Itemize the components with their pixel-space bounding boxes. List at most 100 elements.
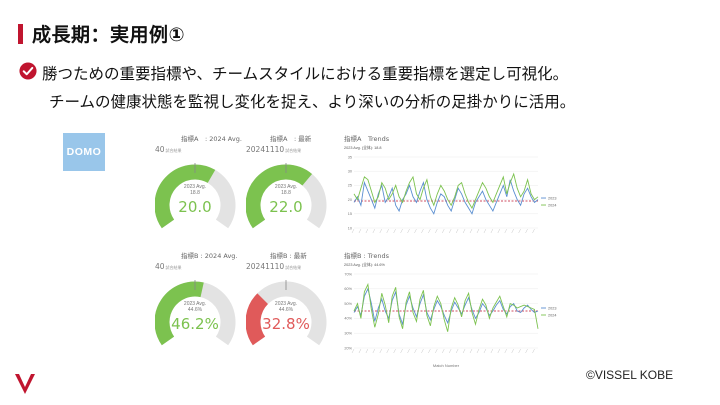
y-tick-label: 30% [344,332,352,336]
x-tick-mark [511,228,514,234]
x-tick-mark [442,348,445,354]
x-tick-mark [421,348,424,354]
x-tick-mark [504,348,507,354]
x-tick-mark [407,348,410,354]
gauge-fill [246,164,313,229]
x-tick-mark [393,348,396,354]
gauge-fill [155,281,204,346]
x-tick-mark [442,228,445,234]
x-tick-mark [469,228,473,234]
gauge-value: 32.8% [262,315,310,333]
x-tick-mark [351,228,355,234]
x-tick-mark [504,228,507,234]
gauge-avg-value: 44.6% [188,307,203,313]
x-tick-mark [449,228,452,234]
y-tick-label: 70% [344,272,352,276]
y-tick-label: 30 [348,170,352,174]
y-tick-label: 20% [344,346,352,350]
gauge-svg: 2023 Avg.18.8 20.0 [155,163,236,229]
gauge-card-a-avg: 指標A : 2024 Avg. 40試合結果 2023 Avg. 18.8 20.0 [155,133,325,243]
y-tick-label: 25 [348,184,352,188]
x-tick-mark [365,348,369,354]
y-tick-label: 35 [348,155,352,159]
chart-avg-note: 2023 Avg. (全体): 44.6% [344,262,385,267]
x-tick-mark [365,228,369,234]
x-tick-mark [414,348,417,354]
x-axis-label: Match Number [433,363,460,368]
x-tick-mark [386,228,389,234]
y-tick-label: 50% [344,302,352,306]
x-tick-mark [497,228,500,234]
y-tick-label: 10 [348,226,352,230]
x-tick-mark [525,348,528,354]
x-tick-mark [449,348,452,354]
x-tick-mark [518,228,521,234]
gauge-title: 指標A : 最新 [270,135,312,143]
legend-label: 2024 [548,203,556,207]
series-line-2024 [353,282,539,332]
gauge-avg-label: 2023 Avg. [184,301,206,307]
gauge-fill [246,293,269,346]
x-tick-mark [351,348,355,354]
y-tick-label: 15 [348,212,352,216]
series-line-2024 [353,172,539,210]
gauge-card-b-avg: 指標B : 2024 Avg. 40試合結果 2023 Avg. 44.6% 46.2% [155,250,325,360]
gauge-fill [155,164,216,229]
gauge-match-count: 20241110試合結果 [246,145,302,154]
gauge-avg-value: 18.8 [281,190,291,196]
x-tick-mark [358,348,362,354]
y-tick-label: 40% [344,317,352,321]
title-accent-bar [18,24,23,44]
x-tick-mark [490,228,494,234]
x-tick-mark [462,348,466,354]
x-tick-mark [435,228,438,234]
chart-title: 指標B : Trends [344,252,389,260]
x-tick-mark [379,228,382,234]
legend-label: 2023 [548,196,556,200]
trend-chart-a: 指標A Trends 2023 Avg. (全体): 18.8 35 30 25 20 15… [340,133,562,243]
series-line-2023 [353,179,539,215]
x-tick-mark [483,348,487,354]
x-tick-mark [400,348,403,354]
y-tick-label: 60% [344,287,352,291]
gauge-avg-label: 2023 Avg. [184,184,206,190]
x-tick-mark [518,348,521,354]
x-tick-mark [525,228,528,234]
x-tick-mark [476,348,480,354]
x-tick-mark [421,228,424,234]
gauge-match-count: 40試合結果 [155,262,182,271]
trend-chart-b: 指標B : Trends 2023 Avg. (全体): 44.6% 70% 60% 5… [340,250,562,370]
y-tick-label: 20 [348,198,352,202]
gauge-card-a-latest: 指標A : 最新 20241110試合結果 2023 Avg. 18.8 22.0 [246,133,416,243]
gauge-value: 22.0 [269,198,302,216]
gauge-value: 20.0 [178,198,211,216]
x-tick-mark [379,348,382,354]
x-tick-mark [428,228,431,234]
bullet-line-2: チームの健康状態を監視し変化を捉え、より深いの分析の足掛かりに活用。 [49,93,576,111]
gauge-title: 指標A : 2024 Avg. [181,135,242,143]
gauge-match-count: 20241110試合結果 [246,262,302,271]
x-tick-mark [469,348,473,354]
gauge-svg: 2023 Avg.44.6% 46.2% [155,280,236,346]
x-tick-mark [414,228,417,234]
x-tick-mark [400,228,403,234]
gauge-svg: 2023 Avg.18.8 22.0 [246,163,327,229]
x-tick-mark [532,228,535,234]
gauge-match-count: 40試合結果 [155,145,182,154]
x-tick-mark [358,228,362,234]
x-tick-mark [476,228,480,234]
slide-title: 成長期：実用例① [32,24,186,46]
gauge-svg: 2023 Avg.44.6% 32.8% [246,280,327,346]
gauge-card-b-latest: 指標B : 最新 20241110試合結果 2023 Avg. 44.6% 32.8% [246,250,416,360]
chart-title: 指標A Trends [344,135,390,143]
vissel-kobe-logo-icon [15,374,35,394]
x-tick-mark [455,348,459,354]
x-tick-mark [372,348,376,354]
chart-svg: 2023 Avg. (全体): 18.8 35 30 25 20 15 10 2023 2024 [344,145,556,234]
legend-label: 2023 [548,306,556,310]
x-tick-mark [497,348,500,354]
x-tick-mark [372,228,376,234]
gauge-title: 指標B : 最新 [270,252,307,260]
gauge-title: 指標B : 2024 Avg. [181,252,238,260]
chart-svg: 2023 Avg. (全体): 44.6% 70% 60% 50% 40% 30% 20% 2… [344,262,556,368]
